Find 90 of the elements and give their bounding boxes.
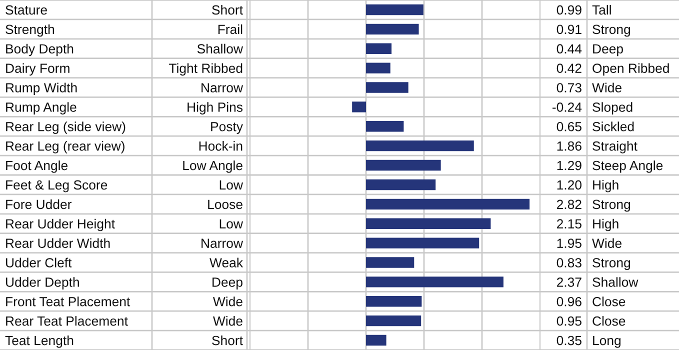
data-label: 2.82 (556, 200, 582, 210)
text: Shallow (592, 277, 638, 287)
y-tick-label: Rump Angle (6, 102, 76, 114)
text: Low Angle (183, 160, 242, 173)
text: Tall (592, 4, 611, 15)
y-tick-label: Rear Teat Placement (6, 316, 128, 326)
text: Wide (592, 238, 622, 248)
bar (366, 257, 414, 268)
text: Short (212, 4, 243, 15)
y-tick-label: Rump Width (6, 82, 77, 96)
data-label: 0.42 (556, 64, 582, 73)
data-label: 0.96 (556, 296, 582, 306)
bar (366, 4, 424, 16)
bar (366, 238, 480, 248)
text: Open Ribbed (592, 63, 669, 76)
text: Narrow (202, 83, 244, 92)
text: Strong (592, 24, 630, 37)
y-tick-label: Fore Udder (6, 199, 72, 210)
text: Close (592, 316, 626, 326)
bar (366, 121, 404, 132)
text: Close (592, 296, 626, 306)
y-tick-label: Feet & Leg Score (6, 180, 108, 192)
bar (366, 43, 392, 54)
text: Deep (212, 278, 242, 290)
text: Wide (592, 82, 622, 92)
text: Straight (592, 141, 638, 154)
bar (366, 198, 530, 210)
data-label: 2.37 (556, 278, 582, 287)
y-tick-label: Dairy Form (6, 63, 70, 76)
data-label: 0.44 (556, 44, 582, 54)
bar (366, 276, 504, 288)
bar (366, 82, 408, 93)
text: Sickled (592, 122, 634, 132)
data-label: 2.15 (556, 219, 582, 229)
text: Loose (208, 200, 242, 210)
y-tick-label: Body Depth (6, 44, 74, 56)
y-tick-label: Foot Angle (6, 160, 68, 173)
text: Wide (212, 316, 242, 326)
text: Long (593, 336, 620, 348)
bar (366, 62, 390, 74)
text: Low (220, 219, 244, 229)
data-label: 0.83 (556, 258, 582, 268)
data-label: 0.73 (556, 83, 582, 92)
y-tick-label: Strength (6, 24, 54, 37)
bar (366, 160, 441, 171)
text: Steep Angle (592, 160, 663, 173)
y-tick-label: Stature (6, 5, 47, 15)
text: Strong (592, 200, 630, 212)
data-label: 0.95 (556, 316, 582, 326)
text: Sloped (592, 102, 632, 114)
text: Deep (593, 44, 623, 56)
bar (366, 296, 422, 307)
y-tick-label: Rear Udder Width (6, 238, 110, 248)
text: Narrow (202, 238, 244, 248)
text: Weak (210, 258, 244, 268)
bar (366, 218, 491, 229)
text: High Pins (188, 102, 243, 114)
y-tick-label: Rear Udder Height (6, 218, 115, 232)
data-label: -0.24 (552, 102, 582, 112)
text: Short (212, 335, 243, 346)
bar (366, 179, 436, 190)
data-label: 0.91 (556, 24, 582, 34)
text: Hock-in (199, 141, 242, 151)
text: Shallow (197, 44, 244, 54)
text: High (593, 218, 618, 232)
bar (366, 140, 474, 152)
y-tick-label: Rear Leg (side view) (6, 122, 126, 134)
text: High (593, 180, 618, 192)
bar (352, 102, 366, 112)
text: Frail (218, 24, 242, 34)
y-tick-label: Udder Cleft (6, 258, 72, 268)
data-label: 0.65 (556, 122, 582, 132)
data-label: 0.99 (556, 5, 582, 15)
text: Low (220, 180, 244, 190)
data-label: 1.86 (557, 141, 582, 151)
data-label: 1.29 (557, 160, 582, 170)
text: Tight Ribbed (168, 63, 242, 76)
text: Wide (212, 296, 242, 306)
bar (366, 334, 386, 346)
bar (366, 315, 422, 326)
bar (366, 24, 419, 35)
text: Posty (211, 122, 243, 134)
y-tick-label: Rear Leg (rear view) (6, 141, 124, 154)
data-label: 0.35 (556, 336, 582, 346)
y-tick-label: Udder Depth (6, 277, 79, 290)
data-label: 1.95 (557, 238, 582, 248)
y-tick-label: Front Teat Placement (6, 296, 130, 306)
data-label: 1.20 (557, 180, 582, 190)
text: Strong (592, 258, 630, 270)
y-tick-label: Teat Length (5, 335, 74, 348)
